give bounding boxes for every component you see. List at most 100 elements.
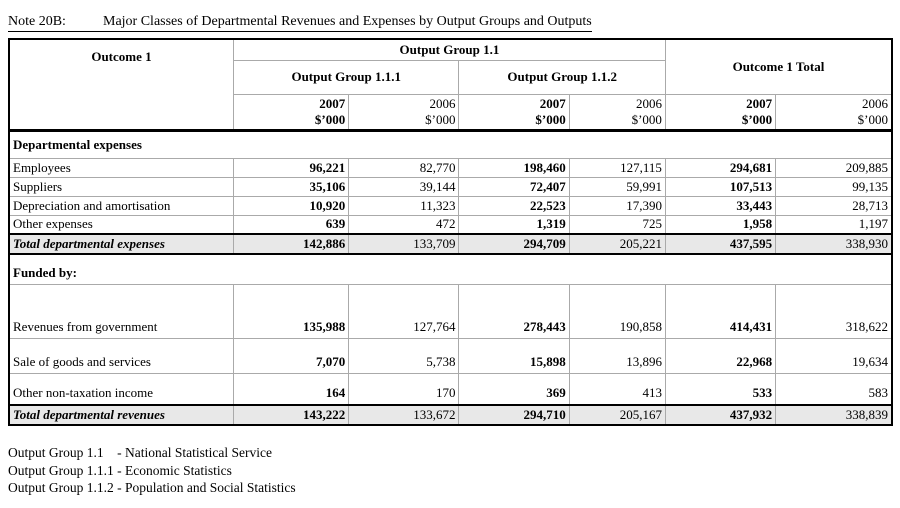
title-text: Major Classes of Departmental Revenues a… [103, 14, 592, 29]
header-row-years: 2007 $’000 2006 $’000 2007 $’000 2006 $’000 … [9, 93, 893, 132]
total-revenues-row: Total departmental revenues 143,222 133,… [8, 404, 893, 426]
row-label: Depreciation and amortisation [8, 195, 234, 216]
value-cell: 22,523 [458, 195, 570, 216]
value-cell: 294,710 [458, 404, 570, 426]
value-cell: 318,622 [775, 283, 893, 339]
value-cell: 19,634 [775, 337, 893, 374]
section-heading-row: Funded by: [9, 254, 892, 285]
header-row-group: Outcome 1 Output Group 1.1 Outcome 1 Tot… [9, 38, 893, 132]
year-column-header: 2006 $’000 [568, 93, 666, 132]
value-cell: 142,886 [232, 233, 350, 255]
value-cell: 133,672 [348, 404, 460, 426]
row-label: Employees [8, 157, 234, 178]
value-cell: 437,595 [664, 233, 777, 255]
table-row: Employees 96,221 82,770 198,460 127,115 … [8, 157, 893, 178]
table-row: Sale of goods and services 7,070 5,738 1… [8, 337, 893, 374]
legend-line: Output Group 1.1.1 - Economic Statistics [8, 462, 232, 478]
total-expenses-row: Total departmental expenses 142,886 133,… [8, 233, 893, 255]
value-cell: 107,513 [664, 176, 777, 197]
value-cell: 338,930 [775, 233, 893, 255]
output-group-header: Output Group 1.1 [233, 38, 666, 61]
document-title: Note 20B: Major Classes of Departmental R… [8, 14, 592, 32]
total-row-label: Total departmental expenses [8, 233, 234, 255]
total-row-label: Total departmental revenues [8, 404, 234, 426]
value-cell: 413 [568, 372, 666, 406]
value-cell: 583 [775, 372, 893, 406]
value-cell: 1,319 [458, 214, 570, 235]
value-cell: 198,460 [458, 157, 570, 178]
value-cell: 59,991 [568, 176, 666, 197]
value-cell: 96,221 [232, 157, 350, 178]
value-cell: 164 [232, 372, 350, 406]
value-cell: 143,222 [232, 404, 350, 426]
expenses-section-heading: Departmental expenses [9, 130, 892, 159]
row-label: Other non-taxation income [8, 372, 234, 406]
header-row-subgroups: Output Group 1.1.1 Output Group 1.1.2 [9, 59, 892, 95]
year-label: 2007 [319, 95, 346, 111]
value-cell: 39,144 [348, 176, 460, 197]
value-cell: 209,885 [775, 157, 893, 178]
table-row: Other non-taxation income 164 170 369 41… [8, 372, 893, 406]
value-cell: 205,221 [568, 233, 666, 255]
legend-line: Output Group 1.1.2 - Population and Soci… [8, 480, 296, 495]
unit-label: $’000 [314, 111, 346, 127]
table-row: Suppliers 35,106 39,144 72,407 59,991 10… [8, 176, 893, 197]
year-column-header: 2007 $’000 [664, 93, 777, 132]
value-cell: 294,681 [664, 157, 777, 178]
year-column-header: 2006 $’000 [775, 93, 893, 132]
outcome-total-header: Outcome 1 Total [664, 38, 893, 95]
year-column-header: 2007 $’000 [458, 93, 570, 132]
value-cell: 13,896 [568, 337, 666, 374]
row-label: Suppliers [8, 176, 234, 197]
value-cell: 7,070 [232, 337, 350, 374]
value-cell: 5,738 [348, 337, 460, 374]
value-cell: 99,135 [775, 176, 893, 197]
value-cell: 190,858 [568, 283, 666, 339]
value-cell: 639 [232, 214, 350, 235]
value-cell: 1,197 [775, 214, 893, 235]
value-cell: 127,115 [568, 157, 666, 178]
value-cell: 437,932 [664, 404, 777, 426]
value-cell: 17,390 [568, 195, 666, 216]
value-cell: 369 [458, 372, 570, 406]
table-row: Revenues from government 135,988 127,764… [8, 283, 893, 339]
year-label: 2006 [862, 95, 888, 111]
value-cell: 82,770 [348, 157, 460, 178]
table-row: Depreciation and amortisation 10,920 11,… [8, 195, 893, 216]
output-group-legend: Output Group 1.1 - National Statistical … [8, 444, 900, 497]
value-cell: 11,323 [348, 195, 460, 216]
year-column-header: 2006 $’000 [348, 93, 460, 132]
year-label: 2006 [429, 95, 456, 111]
value-cell: 294,709 [458, 233, 570, 255]
value-cell: 1,958 [664, 214, 777, 235]
year-label: 2006 [635, 95, 662, 111]
year-label: 2007 [539, 95, 566, 111]
value-cell: 133,709 [348, 233, 460, 255]
unit-label: $’000 [741, 111, 773, 127]
value-cell: 725 [568, 214, 666, 235]
value-cell: 338,839 [775, 404, 893, 426]
revenue-expense-table: Outcome 1 Output Group 1.1 Outcome 1 Tot… [8, 38, 893, 426]
value-cell: 135,988 [232, 283, 350, 339]
year-label: 2007 [746, 95, 773, 111]
row-label: Revenues from government [8, 283, 234, 339]
value-cell: 10,920 [232, 195, 350, 216]
legend-line: Output Group 1.1 - National Statistical … [8, 445, 272, 460]
value-cell: 72,407 [458, 176, 570, 197]
value-cell: 278,443 [458, 283, 570, 339]
output-group-111-header: Output Group 1.1.1 [232, 59, 460, 95]
value-cell: 414,431 [664, 283, 777, 339]
table-row: Other expenses 639 472 1,319 725 1,958 1… [8, 214, 893, 235]
note-reference: Note 20B: [8, 14, 66, 29]
value-cell: 170 [348, 372, 460, 406]
year-column-header: 2007 $’000 [232, 93, 350, 132]
row-label: Sale of goods and services [8, 337, 234, 374]
value-cell: 205,167 [568, 404, 666, 426]
unit-label: $’000 [857, 111, 888, 127]
outcome-header: Outcome 1 [9, 39, 234, 132]
value-cell: 127,764 [348, 283, 460, 339]
output-group-112-header: Output Group 1.1.2 [458, 59, 666, 95]
value-cell: 472 [348, 214, 460, 235]
value-cell: 35,106 [232, 176, 350, 197]
value-cell: 22,968 [664, 337, 777, 374]
